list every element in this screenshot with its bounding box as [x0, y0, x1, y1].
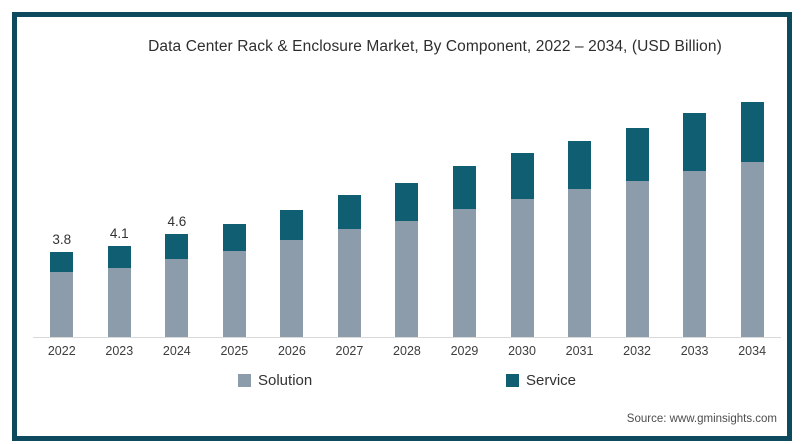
service-segment-2025 [222, 224, 246, 251]
x-tick-label-2028: 2028 [393, 344, 421, 358]
service-segment-2028 [395, 183, 419, 221]
bar-column-2030 [493, 90, 551, 337]
legend-item-solution: Solution [238, 372, 312, 389]
bar-column-2032 [608, 90, 666, 337]
bar-column-2027 [321, 90, 379, 337]
stacked-bar-2027 [337, 195, 361, 337]
x-tick-label-2031: 2031 [565, 344, 594, 358]
stacked-bar-2032 [625, 128, 649, 337]
service-swatch-icon [506, 374, 519, 387]
x-tick-label-2022: 2022 [47, 344, 76, 358]
source-text: Source: www.gminsights.com [626, 413, 777, 425]
bar-value-label-2022: 3.8 [52, 232, 72, 247]
service-segment-2034 [740, 102, 764, 162]
stacked-bar-2031 [568, 141, 592, 337]
stacked-bar-2025 [222, 224, 246, 337]
service-segment-2032 [625, 128, 649, 181]
bar-column-2022: 3.8 [33, 90, 91, 337]
bar-column-2029 [436, 90, 494, 337]
service-segment-2033 [683, 113, 707, 171]
bar-column-2024: 4.6 [148, 90, 206, 337]
stacked-bar-2030 [510, 153, 534, 337]
x-tick-label-2034: 2034 [738, 344, 767, 358]
solution-segment-2033 [683, 171, 707, 337]
solution-segment-2032 [625, 181, 649, 337]
solution-segment-2024 [165, 259, 189, 337]
stacked-bar-2023 [107, 246, 131, 337]
service-segment-2026 [280, 210, 304, 240]
stacked-bar-2034 [740, 102, 764, 337]
service-segment-2022 [50, 252, 74, 272]
stacked-bar-2026 [280, 210, 304, 337]
solution-segment-2029 [452, 209, 476, 337]
x-tick-label-2027: 2027 [335, 344, 364, 358]
service-segment-2024 [165, 234, 189, 259]
solution-segment-2030 [510, 199, 534, 337]
stacked-bar-2024 [165, 234, 189, 337]
solution-segment-2027 [337, 229, 361, 337]
solution-segment-2023 [107, 268, 131, 337]
solution-segment-2026 [280, 240, 304, 337]
x-tick-label-2025: 2025 [220, 344, 249, 358]
x-tick-label-2029: 2029 [450, 344, 479, 358]
service-segment-2030 [510, 153, 534, 199]
bar-column-2023: 4.1 [91, 90, 149, 337]
bar-column-2031 [551, 90, 609, 337]
stacked-bar-2022 [50, 252, 74, 337]
x-tick-label-2033: 2033 [680, 344, 709, 358]
solution-segment-2025 [222, 251, 246, 337]
solution-swatch-icon [238, 374, 251, 387]
x-tick-label-2032: 2032 [623, 344, 651, 358]
bar-value-label-2023: 4.1 [109, 226, 129, 241]
solution-segment-2022 [50, 272, 74, 337]
service-segment-2029 [452, 166, 476, 209]
service-segment-2023 [107, 246, 131, 268]
legend-item-service: Service [506, 372, 576, 389]
stacked-bar-2029 [452, 166, 476, 337]
service-segment-2031 [568, 141, 592, 189]
x-tick-label-2026: 2026 [277, 344, 306, 358]
bar-column-2034 [723, 90, 781, 337]
stacked-bar-2028 [395, 183, 419, 337]
solution-segment-2034 [740, 162, 764, 337]
x-tick-label-2030: 2030 [508, 344, 536, 358]
bar-column-2025 [206, 90, 264, 337]
bar-value-label-2024: 4.6 [167, 214, 187, 229]
service-segment-2027 [337, 195, 361, 229]
plot-area: 3.8 4.1 4.6 [33, 90, 781, 338]
x-tick-label-2023: 2023 [105, 344, 134, 358]
bar-column-2033 [666, 90, 724, 337]
chart-title: Data Center Rack & Enclosure Market, By … [148, 38, 722, 55]
stacked-bar-2033 [683, 113, 707, 337]
x-tick-label-2024: 2024 [162, 344, 191, 358]
solution-segment-2028 [395, 221, 419, 337]
bar-column-2028 [378, 90, 436, 337]
legend-label-service: Service [526, 372, 577, 389]
legend-label-solution: Solution [258, 372, 313, 389]
bar-column-2026 [263, 90, 321, 337]
x-axis-labels: 2022 2023 2024 2025 2026 2027 2028 2029 2030 2031… [33, 344, 781, 358]
legend: Solution Service [0, 372, 810, 394]
solution-segment-2031 [568, 189, 592, 337]
